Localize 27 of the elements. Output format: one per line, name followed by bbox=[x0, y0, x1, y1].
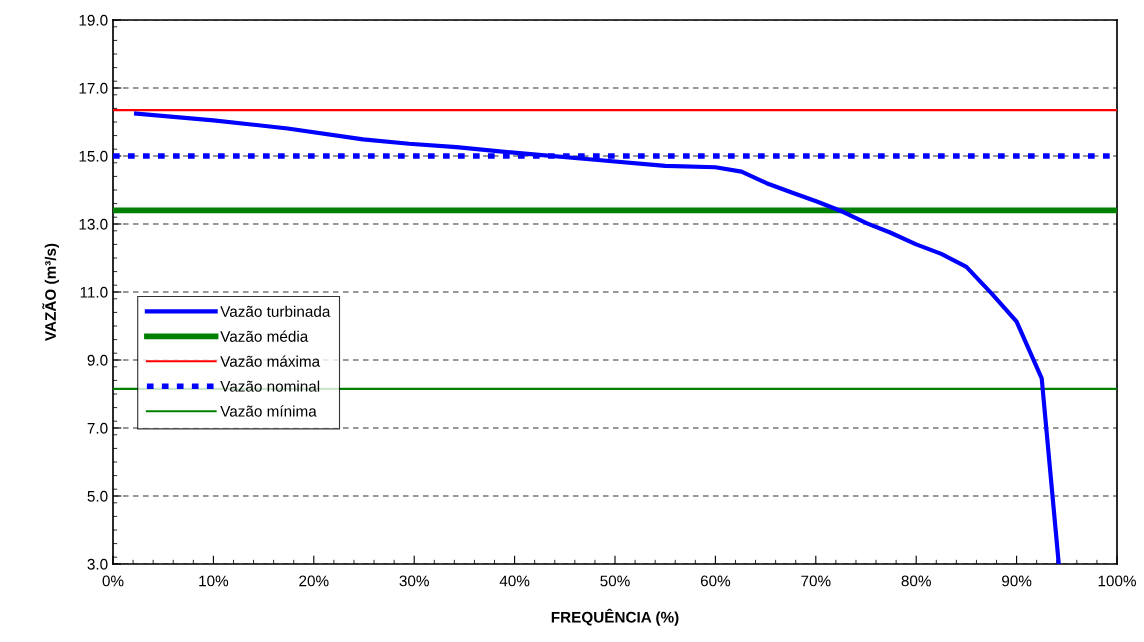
y-tick-label: 11.0 bbox=[80, 286, 108, 298]
x-tick-label: 0% bbox=[102, 575, 124, 587]
legend-label: Vazão média bbox=[220, 330, 309, 342]
x-tick-label: 70% bbox=[801, 575, 831, 587]
x-tick-label: 10% bbox=[199, 575, 229, 587]
y-axis-title: VAZÃO (m³/s) bbox=[42, 243, 59, 341]
y-tick-label: 15.0 bbox=[79, 150, 108, 162]
y-tick-label: 5.0 bbox=[87, 490, 108, 502]
y-tick-label: 9.0 bbox=[87, 354, 108, 366]
x-axis-title: FREQUÊNCIA (%) bbox=[551, 608, 679, 626]
y-tick-label: 17.0 bbox=[79, 82, 108, 94]
legend-label: Vazão turbinada bbox=[220, 305, 331, 317]
x-tick-label: 50% bbox=[600, 575, 630, 587]
y-tick-label: 3.0 bbox=[87, 558, 108, 570]
y-tick-label: 13.0 bbox=[79, 218, 108, 230]
legend-label: Vazão máxima bbox=[220, 355, 321, 367]
legend-label: Vazão mínima bbox=[220, 405, 317, 417]
x-tick-label: 20% bbox=[299, 575, 329, 587]
y-tick-label: 19.0 bbox=[79, 14, 108, 26]
y-tick-label: 7.0 bbox=[87, 422, 108, 434]
x-tick-label: 80% bbox=[901, 575, 931, 587]
x-tick-label: 30% bbox=[399, 575, 429, 587]
legend-label: Vazão nominal bbox=[220, 380, 320, 392]
x-tick-label: 40% bbox=[499, 575, 530, 587]
x-tick-label: 100% bbox=[1098, 575, 1136, 587]
x-tick-label: 60% bbox=[700, 575, 731, 587]
x-tick-label: 90% bbox=[1002, 575, 1032, 587]
